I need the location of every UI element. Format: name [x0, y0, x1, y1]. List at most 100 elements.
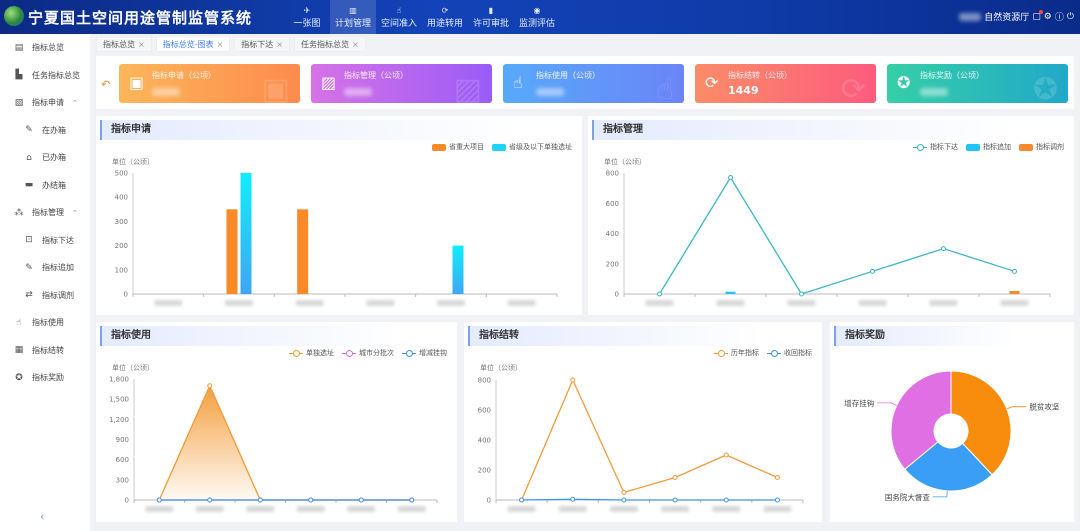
legend-label: 单独选址 [306, 349, 334, 357]
back-arrow-icon[interactable]: ↶ [101, 78, 111, 91]
sidebar-item[interactable]: ✎ 指标追加 [0, 254, 90, 282]
help-icon[interactable]: ⓘ [1054, 13, 1064, 23]
power-icon[interactable]: ⏻ [1066, 11, 1074, 22]
summary-card[interactable]: ✪ ✪ 指标奖励（公顷） [887, 64, 1068, 103]
sidebar-item[interactable]: ⇄ 指标调剂 [0, 282, 90, 310]
data-point[interactable] [358, 497, 364, 503]
bar[interactable] [226, 209, 238, 294]
pie-label: 增存挂钩 [844, 398, 874, 408]
bar[interactable] [452, 245, 464, 294]
tab[interactable]: 指标下达 × [234, 36, 290, 52]
data-point[interactable] [621, 497, 627, 503]
data-point[interactable] [570, 377, 576, 383]
data-point[interactable] [257, 497, 263, 503]
data-point[interactable] [672, 475, 678, 480]
message-icon[interactable]: ▢ [1032, 9, 1043, 22]
panel-title: 指标奖励 [834, 326, 1014, 346]
legend-item[interactable]: 历年指标 [714, 348, 759, 358]
inbox-icon: ⌂ [26, 152, 32, 163]
nav-map[interactable]: ✈ 一张图 [284, 0, 330, 34]
bar-chart-icon: ▙ [15, 70, 23, 81]
sidebar-item[interactable]: ▦ 指标结转 [0, 337, 90, 365]
tab[interactable]: 指标总览 × [96, 36, 152, 52]
chart-svg: 0 100 200 300 400 500 [115, 170, 558, 306]
data-point[interactable] [207, 497, 213, 503]
data-point[interactable] [519, 497, 525, 503]
data-point[interactable] [728, 175, 733, 181]
data-point[interactable] [657, 291, 662, 297]
legend-item[interactable]: 指标追加 [966, 142, 1011, 152]
data-point[interactable] [308, 497, 314, 503]
nav-chart[interactable]: ▥ 计划管理 [330, 0, 376, 34]
data-point[interactable] [570, 496, 576, 502]
bar[interactable] [297, 209, 309, 294]
data-point[interactable] [672, 497, 678, 503]
legend-item[interactable]: 指标下达 [913, 142, 958, 152]
gear-icon[interactable]: ⚙ [1043, 11, 1052, 22]
data-point[interactable] [723, 452, 729, 458]
legend-item[interactable]: 省重大项目 [432, 142, 484, 152]
refresh-icon: ⟳ [705, 73, 719, 92]
sidebar-item[interactable]: ▧ 指标申请 ⌃ [0, 89, 90, 117]
data-point[interactable] [621, 490, 627, 495]
sidebar-item[interactable]: ⌂ 已办箱 [0, 144, 90, 172]
pie-slice[interactable] [950, 370, 1012, 476]
pie-slice[interactable] [890, 370, 952, 470]
bar[interactable] [725, 291, 736, 294]
hand-pointer-icon: ☝ [655, 72, 674, 103]
hand-icon: ☝ [396, 5, 402, 15]
legend-label: 增减挂钩 [419, 349, 447, 357]
tab[interactable]: 指标总览-图表 × [155, 36, 231, 52]
nav-eye[interactable]: ◉ 监测评估 [514, 0, 560, 34]
chevron-up-icon[interactable]: ⌃ [72, 98, 78, 107]
summary-card[interactable]: ▨ ▨ 指标管理（公顷） [311, 64, 492, 103]
legend-item[interactable]: 城市分批次 [342, 348, 394, 358]
data-point[interactable] [799, 291, 804, 297]
close-icon[interactable]: × [216, 39, 224, 49]
pie-slice[interactable] [904, 441, 993, 492]
sidebar-item[interactable]: ▤ 指标总览 [0, 34, 90, 62]
data-point[interactable] [1012, 268, 1017, 274]
legend-item[interactable]: 指标调剂 [1019, 142, 1064, 152]
sidebar-item[interactable]: ☝ 指标使用 [0, 309, 90, 337]
sidebar-item[interactable]: ✪ 指标奖励 [0, 364, 90, 392]
summary-card[interactable]: ▣ ▣ 指标申请（公顷） [119, 64, 300, 103]
summary-card[interactable]: ⟳ ⟳ 指标结转（公顷） 1449 [695, 64, 876, 103]
org-name: 自然资源厅 [984, 13, 1030, 23]
close-icon[interactable]: × [276, 39, 283, 49]
data-point[interactable] [156, 497, 162, 503]
bar[interactable] [240, 173, 252, 294]
chevron-left-icon[interactable]: ‹ [40, 510, 45, 523]
data-point[interactable] [774, 475, 780, 480]
x-tick-label-blurred [295, 300, 324, 306]
legend-line-icon [714, 349, 728, 357]
legend-line-icon [402, 349, 416, 357]
close-icon[interactable]: × [352, 39, 359, 49]
close-icon[interactable]: × [138, 39, 145, 49]
data-point[interactable] [774, 497, 780, 503]
nav-label: 监测评估 [518, 18, 555, 29]
nav-bars[interactable]: ▮ 许可审批 [468, 0, 514, 34]
archive-icon: ▬ [24, 180, 34, 191]
legend-item[interactable]: 增减挂钩 [402, 348, 447, 358]
data-point[interactable] [941, 246, 946, 252]
bar[interactable] [1009, 290, 1020, 294]
data-point[interactable] [723, 497, 729, 503]
sidebar-item[interactable]: ⁂ 指标管理 ⌃ [0, 199, 90, 227]
data-point[interactable] [409, 497, 415, 503]
legend-label: 指标追加 [983, 143, 1011, 151]
tab[interactable]: 任务指标总览 × [294, 36, 366, 52]
data-point[interactable] [207, 383, 213, 389]
chevron-up-icon[interactable]: ⌃ [72, 208, 78, 217]
nav-hand[interactable]: ☝ 空间准入 [376, 0, 422, 34]
sidebar-item[interactable]: ✎ 在办箱 [0, 117, 90, 145]
legend-item[interactable]: 省级及以下单独选址 [492, 142, 572, 152]
legend-item[interactable]: 单独选址 [289, 348, 334, 358]
sidebar-item[interactable]: ▙ 任务指标总览 [0, 62, 90, 90]
nav-refresh[interactable]: ⟳ 用途转用 [422, 0, 468, 34]
sidebar-item[interactable]: ▬ 办结箱 [0, 172, 90, 200]
legend-item[interactable]: 收回指标 [767, 348, 812, 358]
data-point[interactable] [870, 268, 875, 274]
summary-card[interactable]: ☝ ☝ 指标使用（公顷） [503, 64, 684, 103]
sidebar-item[interactable]: ⊡ 指标下达 [0, 227, 90, 255]
